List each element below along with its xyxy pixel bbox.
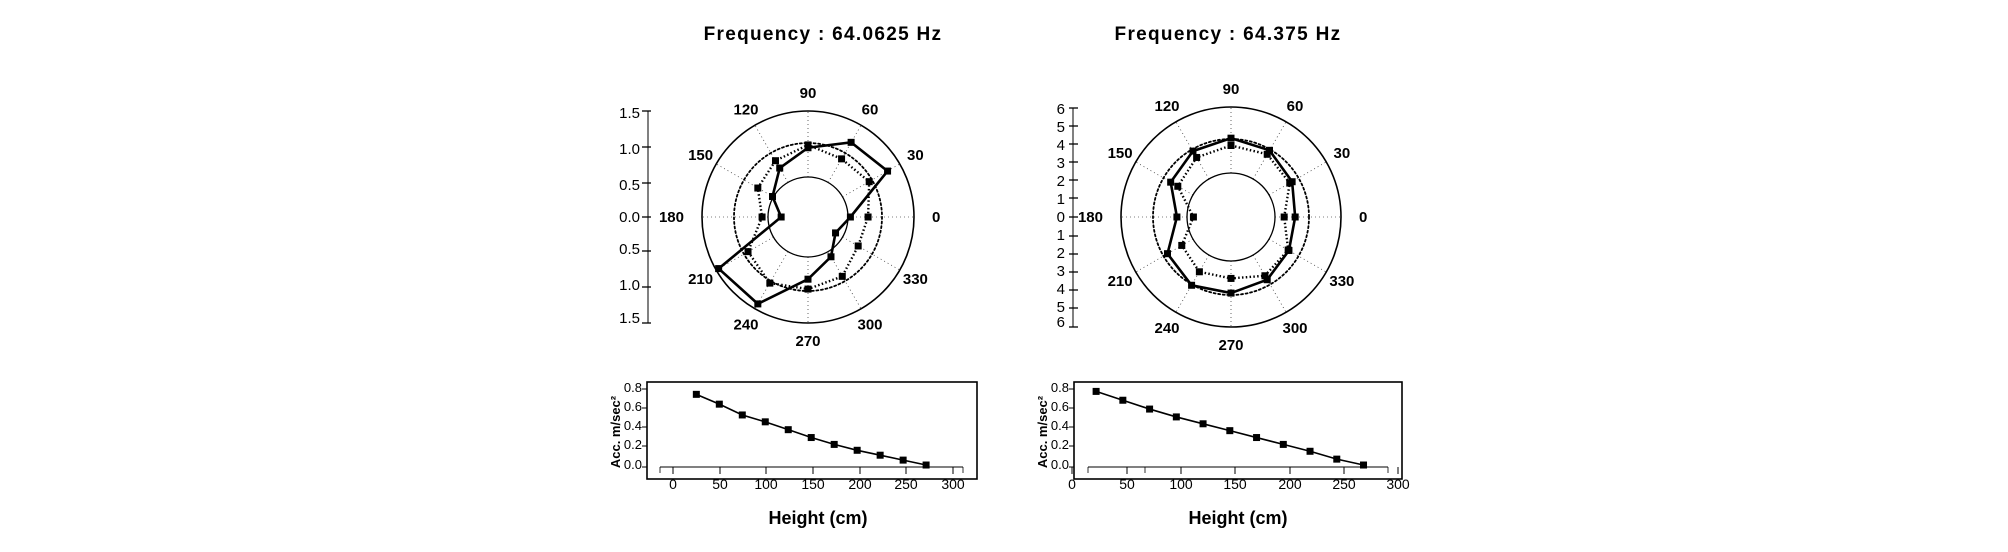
svg-text:90: 90 xyxy=(1223,81,1240,98)
svg-text:Frequency : 64.0625 Hz: Frequency : 64.0625 Hz xyxy=(704,24,943,45)
svg-text:90: 90 xyxy=(800,85,817,102)
svg-text:3: 3 xyxy=(1057,263,1065,280)
svg-text:0.5: 0.5 xyxy=(619,177,640,194)
svg-text:250: 250 xyxy=(1332,476,1356,492)
svg-text:Acc. m/sec²: Acc. m/sec² xyxy=(1035,395,1050,468)
svg-text:30: 30 xyxy=(907,147,924,164)
svg-text:180: 180 xyxy=(1078,209,1103,226)
svg-text:200: 200 xyxy=(1278,476,1302,492)
svg-text:0: 0 xyxy=(1068,476,1076,492)
svg-text:50: 50 xyxy=(1119,476,1135,492)
svg-text:1: 1 xyxy=(1057,227,1065,244)
svg-text:0.4: 0.4 xyxy=(1051,418,1069,433)
svg-text:5: 5 xyxy=(1057,119,1065,136)
svg-text:0.8: 0.8 xyxy=(1051,380,1069,395)
svg-text:1.5: 1.5 xyxy=(619,105,640,122)
svg-text:Frequency : 64.375 Hz: Frequency : 64.375 Hz xyxy=(1115,24,1342,45)
svg-text:50: 50 xyxy=(712,476,728,492)
svg-text:1.0: 1.0 xyxy=(619,277,640,294)
svg-text:100: 100 xyxy=(1169,476,1193,492)
svg-text:250: 250 xyxy=(894,476,918,492)
svg-text:0.2: 0.2 xyxy=(624,437,642,452)
svg-text:0.2: 0.2 xyxy=(1051,437,1069,452)
svg-text:300: 300 xyxy=(1386,476,1410,492)
svg-text:120: 120 xyxy=(733,102,758,119)
svg-text:200: 200 xyxy=(848,476,872,492)
svg-text:0: 0 xyxy=(1359,209,1367,226)
svg-text:150: 150 xyxy=(688,147,713,164)
svg-text:0.8: 0.8 xyxy=(624,380,642,395)
svg-text:30: 30 xyxy=(1334,145,1351,162)
svg-text:240: 240 xyxy=(1154,320,1179,337)
svg-text:150: 150 xyxy=(801,476,825,492)
svg-text:3: 3 xyxy=(1057,155,1065,172)
svg-text:1.5: 1.5 xyxy=(619,310,640,327)
svg-text:270: 270 xyxy=(1218,337,1243,354)
svg-text:1.0: 1.0 xyxy=(619,141,640,158)
svg-text:100: 100 xyxy=(754,476,778,492)
svg-text:60: 60 xyxy=(1287,98,1304,115)
svg-text:330: 330 xyxy=(903,271,928,288)
svg-text:180: 180 xyxy=(659,209,684,226)
svg-text:0.4: 0.4 xyxy=(624,418,642,433)
svg-text:300: 300 xyxy=(857,316,882,333)
svg-text:2: 2 xyxy=(1057,245,1065,262)
svg-text:120: 120 xyxy=(1154,98,1179,115)
svg-text:210: 210 xyxy=(688,271,713,288)
svg-text:4: 4 xyxy=(1057,137,1065,154)
svg-text:300: 300 xyxy=(941,476,965,492)
svg-text:1: 1 xyxy=(1057,191,1065,208)
svg-text:0: 0 xyxy=(1057,209,1065,226)
svg-text:Height (cm): Height (cm) xyxy=(1189,508,1288,528)
svg-text:4: 4 xyxy=(1057,281,1065,298)
svg-text:0: 0 xyxy=(669,476,677,492)
svg-text:270: 270 xyxy=(795,333,820,350)
svg-text:0.6: 0.6 xyxy=(1051,399,1069,414)
svg-text:60: 60 xyxy=(862,102,879,119)
svg-text:210: 210 xyxy=(1108,273,1133,290)
svg-text:150: 150 xyxy=(1108,145,1133,162)
svg-text:6: 6 xyxy=(1057,314,1065,331)
svg-text:0.0: 0.0 xyxy=(624,457,642,472)
svg-text:2: 2 xyxy=(1057,173,1065,190)
svg-text:0.5: 0.5 xyxy=(619,241,640,258)
svg-text:6: 6 xyxy=(1057,101,1065,118)
svg-text:330: 330 xyxy=(1329,273,1354,290)
svg-text:Height (cm): Height (cm) xyxy=(769,508,868,528)
svg-text:300: 300 xyxy=(1282,320,1307,337)
svg-text:0: 0 xyxy=(932,209,940,226)
svg-text:0.0: 0.0 xyxy=(1051,457,1069,472)
svg-text:240: 240 xyxy=(733,316,758,333)
svg-text:0.0: 0.0 xyxy=(619,209,640,226)
svg-text:0.6: 0.6 xyxy=(624,399,642,414)
svg-text:Acc. m/sec²: Acc. m/sec² xyxy=(608,395,623,468)
svg-text:150: 150 xyxy=(1223,476,1247,492)
